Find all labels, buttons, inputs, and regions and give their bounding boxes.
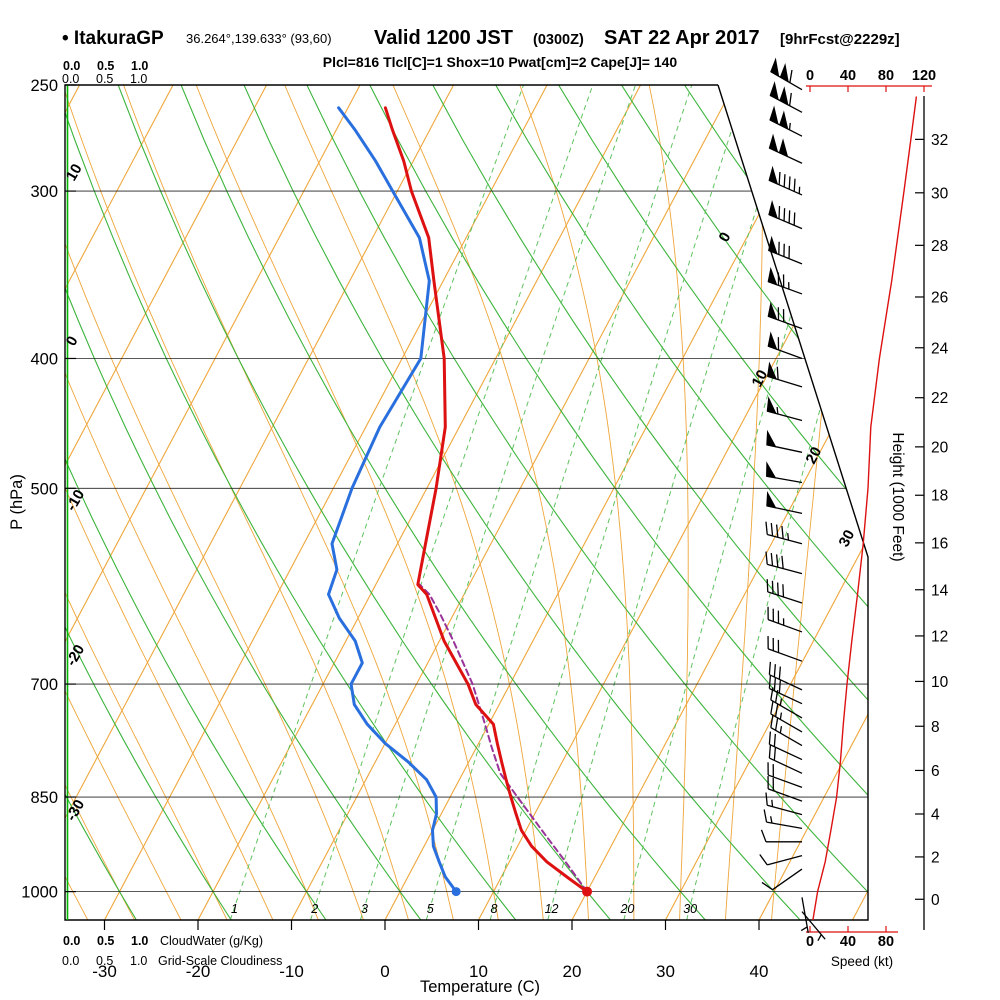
pressure-tick-label: 250	[30, 77, 58, 95]
height-tick-label: 30	[931, 185, 949, 202]
temperature-tick-label: 20	[563, 962, 582, 981]
temperature-tick-label: 40	[750, 962, 769, 981]
pressure-tick-label: 400	[30, 350, 58, 368]
height-tick-label: 32	[931, 132, 948, 149]
pressure-gridlines	[65, 190, 868, 893]
pressure-tick-label: 1000	[21, 884, 58, 902]
temperature-tick-label: 30	[656, 962, 675, 981]
speed-tick-label-top: 40	[840, 68, 856, 84]
cloudiness-scale-bottom: 0.0	[62, 954, 79, 968]
sounding-curves	[327, 106, 589, 894]
height-tick-label: 14	[931, 582, 949, 599]
surface-dewpoint-dot	[451, 887, 461, 897]
speed-axis: 0 40 80 120 0 40 80	[806, 68, 936, 950]
height-tick-label: 8	[931, 719, 940, 736]
station-coords: 36.264°,139.633° (93,60)	[186, 31, 332, 46]
mixing-ratio-label: 8	[490, 902, 497, 916]
pressure-tick-label: 500	[30, 480, 58, 498]
cloudwater-scale-bottom: 0.0	[63, 934, 80, 948]
forecast-tag: [9hrFcst@2229z]	[780, 31, 900, 48]
pressure-axis-label: P (hPa)	[8, 474, 26, 530]
mixing-ratio-label: 5	[427, 902, 434, 916]
temperature-axis-label: Temperature (C)	[420, 978, 540, 996]
speed-tick-label-top: 0	[806, 68, 814, 84]
station-title: • ItakuraGP	[62, 28, 164, 49]
speed-tick-label-bottom: 40	[840, 934, 856, 950]
mixing-ratio-label: 20	[619, 902, 634, 916]
height-tick-label: 26	[931, 289, 948, 306]
mixing-ratio-label: 3	[361, 902, 368, 916]
cloudiness-scale-top: 0.0	[62, 72, 79, 86]
dry-adiabat-label: -20	[63, 642, 89, 669]
cloudwater-scale-top: 1.0	[131, 59, 148, 73]
wind-speed-curve	[812, 96, 918, 921]
temperature-tick-label: -10	[279, 962, 304, 981]
isotherm-label: 20	[803, 444, 826, 467]
wind-barbs	[759, 57, 826, 942]
height-tick-label: 28	[931, 238, 948, 255]
mixing-ratio-label: 1	[231, 902, 238, 916]
cloudiness-scale-top: 0.5	[96, 72, 113, 86]
height-tick-label: 16	[931, 535, 948, 552]
speed-axis-label: Speed (kt)	[831, 954, 893, 969]
mixing-ratio-label: 2	[310, 902, 318, 916]
speed-tick-label-top: 80	[878, 68, 894, 84]
temperature-tick-label: 0	[380, 962, 389, 981]
height-axis-label: Height (1000 Feet)	[889, 432, 906, 561]
plot-frame	[64, 84, 869, 921]
height-tick-label: 12	[931, 628, 948, 645]
valid-date: SAT 22 Apr 2017	[604, 27, 760, 49]
cloudwater-scale-bottom: 1.0	[131, 934, 148, 948]
height-tick-label: 4	[931, 806, 940, 823]
dry-adiabat-label: -30	[63, 797, 89, 824]
temperature-tick-label: -30	[92, 962, 117, 981]
dry-adiabat-label: 10	[63, 161, 86, 184]
dewpoint-curve	[327, 106, 458, 894]
mixing-ratio-label: 12	[545, 902, 559, 916]
cloudiness-label: Grid-Scale Cloudiness	[158, 954, 282, 968]
height-tick-label: 2	[931, 849, 940, 866]
cloudiness-scale-top: 1.0	[130, 72, 147, 86]
height-tick-label: 0	[931, 892, 940, 909]
mixing-ratio-label: 30	[683, 902, 697, 916]
moist-adiabats	[65, 85, 852, 920]
pressure-axis: 250 300 400 500 700 850 1000	[21, 77, 76, 902]
height-tick-label: 6	[931, 763, 940, 780]
speed-tick-label-top: 120	[912, 68, 936, 84]
temperature-tick-label: -20	[186, 962, 211, 981]
cloudwater-scale-top: 0.0	[63, 59, 80, 73]
isotherm-label: 10	[749, 367, 772, 390]
temperature-axis: -30 -20 -10 0 10 20 30 40	[92, 920, 768, 981]
pressure-tick-label: 300	[30, 183, 58, 201]
valid-time: Valid 1200 JST	[374, 27, 513, 49]
height-tick-label: 24	[931, 340, 949, 357]
height-tick-label: 20	[931, 439, 949, 456]
surface-temperature-dot	[582, 886, 593, 897]
height-tick-label: 10	[931, 674, 949, 691]
pressure-tick-label: 700	[30, 676, 58, 694]
isotherm-label: 30	[836, 527, 859, 550]
temperature-curve	[383, 106, 589, 894]
isotherm-label: 0	[716, 230, 735, 245]
temperature-tick-label: 10	[469, 962, 488, 981]
cloudiness-scale-bottom: 0.5	[96, 954, 113, 968]
valid-zulu: (0300Z)	[533, 32, 584, 48]
cloudwater-label: CloudWater (g/Kg)	[160, 934, 263, 948]
speed-tick-label-bottom: 0	[806, 934, 814, 950]
cloudwater-scale-bottom: 0.5	[97, 934, 114, 948]
cloudwater-scales: 0.00.00.50.51.01.00.00.00.50.51.01.0	[62, 59, 148, 968]
height-tick-label: 18	[931, 488, 948, 505]
cloudwater-scale-top: 0.5	[97, 59, 114, 73]
pressure-tick-label: 850	[30, 789, 58, 807]
height-tick-label: 22	[931, 390, 948, 407]
speed-tick-label-bottom: 80	[878, 934, 894, 950]
cloudiness-scale-bottom: 1.0	[130, 954, 147, 968]
parcel-params: Plcl=816 Tlcl[C]=1 Shox=10 Pwat[cm]=2 Ca…	[323, 54, 678, 70]
parcel-curve	[418, 583, 588, 893]
isotherms	[65, 85, 868, 920]
